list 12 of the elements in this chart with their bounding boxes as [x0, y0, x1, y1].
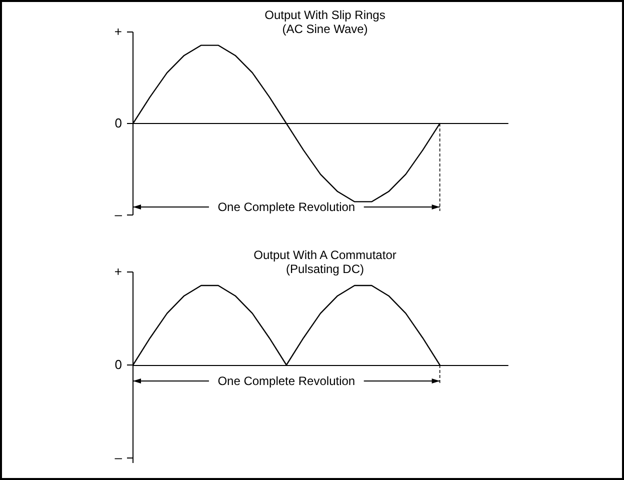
annotation: One Complete Revolution [218, 200, 356, 214]
text: + [114, 24, 122, 39]
text: 0 [114, 357, 122, 372]
text: – [114, 207, 123, 222]
text: + [114, 264, 122, 279]
chart-title: Output With A Commutator [254, 248, 396, 262]
text: 0 [114, 116, 122, 130]
text: – [114, 450, 123, 465]
chart-subtitle: (AC Sine Wave) [282, 22, 368, 36]
text: One Complete Revolution [218, 374, 356, 388]
chart-subtitle: (Pulsating DC) [286, 262, 364, 276]
chart-title: Output With Slip Rings [264, 8, 386, 22]
